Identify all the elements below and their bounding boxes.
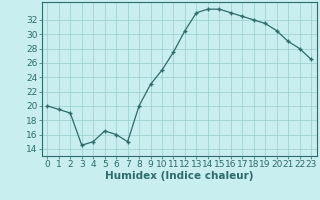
X-axis label: Humidex (Indice chaleur): Humidex (Indice chaleur) [105,171,253,181]
